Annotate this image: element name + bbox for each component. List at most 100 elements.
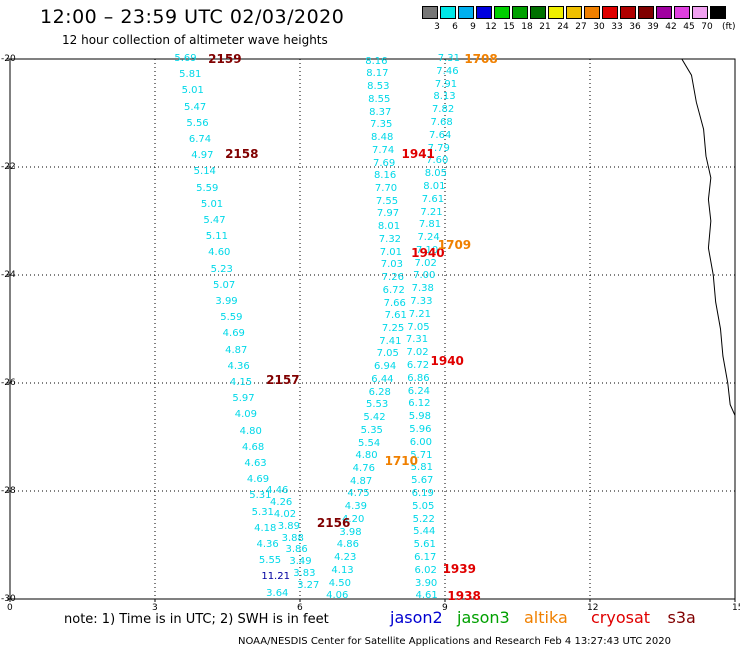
legend-swatch [692,6,708,19]
wave-height-value: 7.32 [378,233,402,245]
wave-height-value: 8.16 [373,170,397,182]
wave-height-value: 11.21 [261,571,290,583]
pass-time-label: 2159 [208,52,242,66]
wave-height-value: 5.11 [205,231,229,243]
pass-time-label: 2158 [225,146,259,161]
legend-swatch [602,6,618,19]
wave-height-value: 7.74 [372,144,395,156]
y-tick-label: -30 [1,594,16,604]
pass-time-label: 1940 [430,354,464,369]
wave-height-value: 7.97 [376,208,400,220]
wave-height-value: 4.06 [326,590,349,602]
wave-height-value: 4.69 [222,328,245,340]
wave-height-value: 5.42 [363,412,386,424]
wave-height-value: 7.35 [370,119,393,131]
wave-height-value: 3.64 [266,587,289,599]
legend-label: 27 [575,22,587,32]
wave-height-value: 5.31 [249,490,272,502]
wave-height-value: 5.01 [200,198,224,210]
wave-height-value: 4.87 [225,344,248,356]
wave-height-value: 4.39 [344,501,367,513]
y-tick-label: -28 [1,486,16,496]
wave-height-value: 6.19 [411,487,434,499]
legend-label: 70 [701,22,713,32]
wave-height-value: 4.75 [347,488,370,500]
legend-swatch [422,6,438,19]
wave-height-value: 4.60 [208,247,231,259]
map-border [9,58,736,600]
wave-height-value: 6.44 [371,373,394,385]
wave-height-value: 5.44 [413,526,436,538]
legend-label: 33 [611,22,623,32]
y-tick-label: -22 [1,162,16,172]
wave-height-value: 4.02 [273,508,297,520]
coastline [681,58,736,416]
wave-height-value: 7.05 [376,348,399,360]
wave-height-value: 7.61 [421,193,445,205]
wave-height-value: 5.97 [232,393,255,405]
wave-height-value: 5.35 [360,424,383,436]
wave-height-value: 5.98 [408,411,432,423]
wave-height-value: 5.47 [184,101,207,113]
legend-label: 9 [470,22,476,32]
wave-height-value: 6.72 [382,284,405,296]
wave-height-value: 7.70 [374,182,398,194]
legend-swatch [674,6,690,19]
wave-height-value: 3.88 [281,532,304,544]
wave-height-value: 8.55 [368,93,391,105]
legend-swatch [440,6,456,19]
legend-label: 3 [434,22,440,32]
wave-height-value: 6.02 [414,564,437,576]
wave-height-value: 7.55 [375,195,399,207]
wave-height-value: 3.86 [285,544,308,556]
wave-height-value: 4.20 [342,513,365,525]
wave-height-value: 3.90 [415,577,438,589]
wave-height-value: 5.53 [365,399,389,411]
wave-height-value: 4.26 [270,496,293,508]
wave-height-value: 7.41 [379,335,402,347]
wave-height-value: 7.21 [408,308,432,320]
legend-swatch [710,6,726,19]
legend-unit: (ft) [722,22,736,32]
mission-label-s3a: s3a [667,608,696,627]
wave-height-value: 7.05 [407,321,430,333]
wave-height-value: 8.37 [369,106,392,118]
wave-height-value: 5.96 [409,423,432,435]
legend-swatch [512,6,528,19]
wave-height-value: 8.16 [365,55,388,67]
wave-height-value: 4.18 [254,522,277,534]
pass-time-label: 1709 [437,238,472,253]
wave-height-value: 8.17 [366,68,389,80]
legend-swatch [656,6,672,19]
wave-height-value: 4.50 [328,577,352,589]
legend-label: 30 [593,22,605,32]
wave-height-value: 4.80 [355,450,378,462]
wave-height-value: 5.01 [181,85,204,97]
wave-height-value: 5.71 [410,449,433,461]
wave-height-value: 7.02 [414,257,437,269]
wave-height-value: 5.22 [412,513,435,525]
legend-label: 36 [629,22,641,32]
wave-height-value: 6.28 [368,386,391,398]
wave-height-value: 4.63 [244,458,267,469]
wave-height-value: 5.31 [251,506,274,518]
wave-height-value: 5.69 [174,53,197,64]
pass-time-label: 1708 [464,52,498,66]
wave-height-value: 5.55 [258,555,282,567]
wave-height-value: 5.56 [186,117,209,129]
wave-height-value: 4.23 [334,552,357,564]
wave-height-value: 7.03 [380,259,403,271]
wave-height-value: 7.31 [437,53,461,64]
legend-swatch [566,6,582,19]
legend-swatch [620,6,636,19]
wave-height-value: 8.53 [367,81,390,93]
mission-label-jason3: jason3 [457,608,510,627]
pass-time-label: 1940 [411,246,445,261]
wave-height-value: 7.10 [416,244,439,256]
wave-height-value: 6.72 [406,360,430,372]
x-tick-label: 3 [152,603,158,613]
wave-height-value: 5.67 [411,475,434,487]
wave-height-value: 5.59 [220,312,243,324]
mission-label-cryosat: cryosat [591,608,651,627]
wave-height-value: 5.54 [358,437,381,449]
